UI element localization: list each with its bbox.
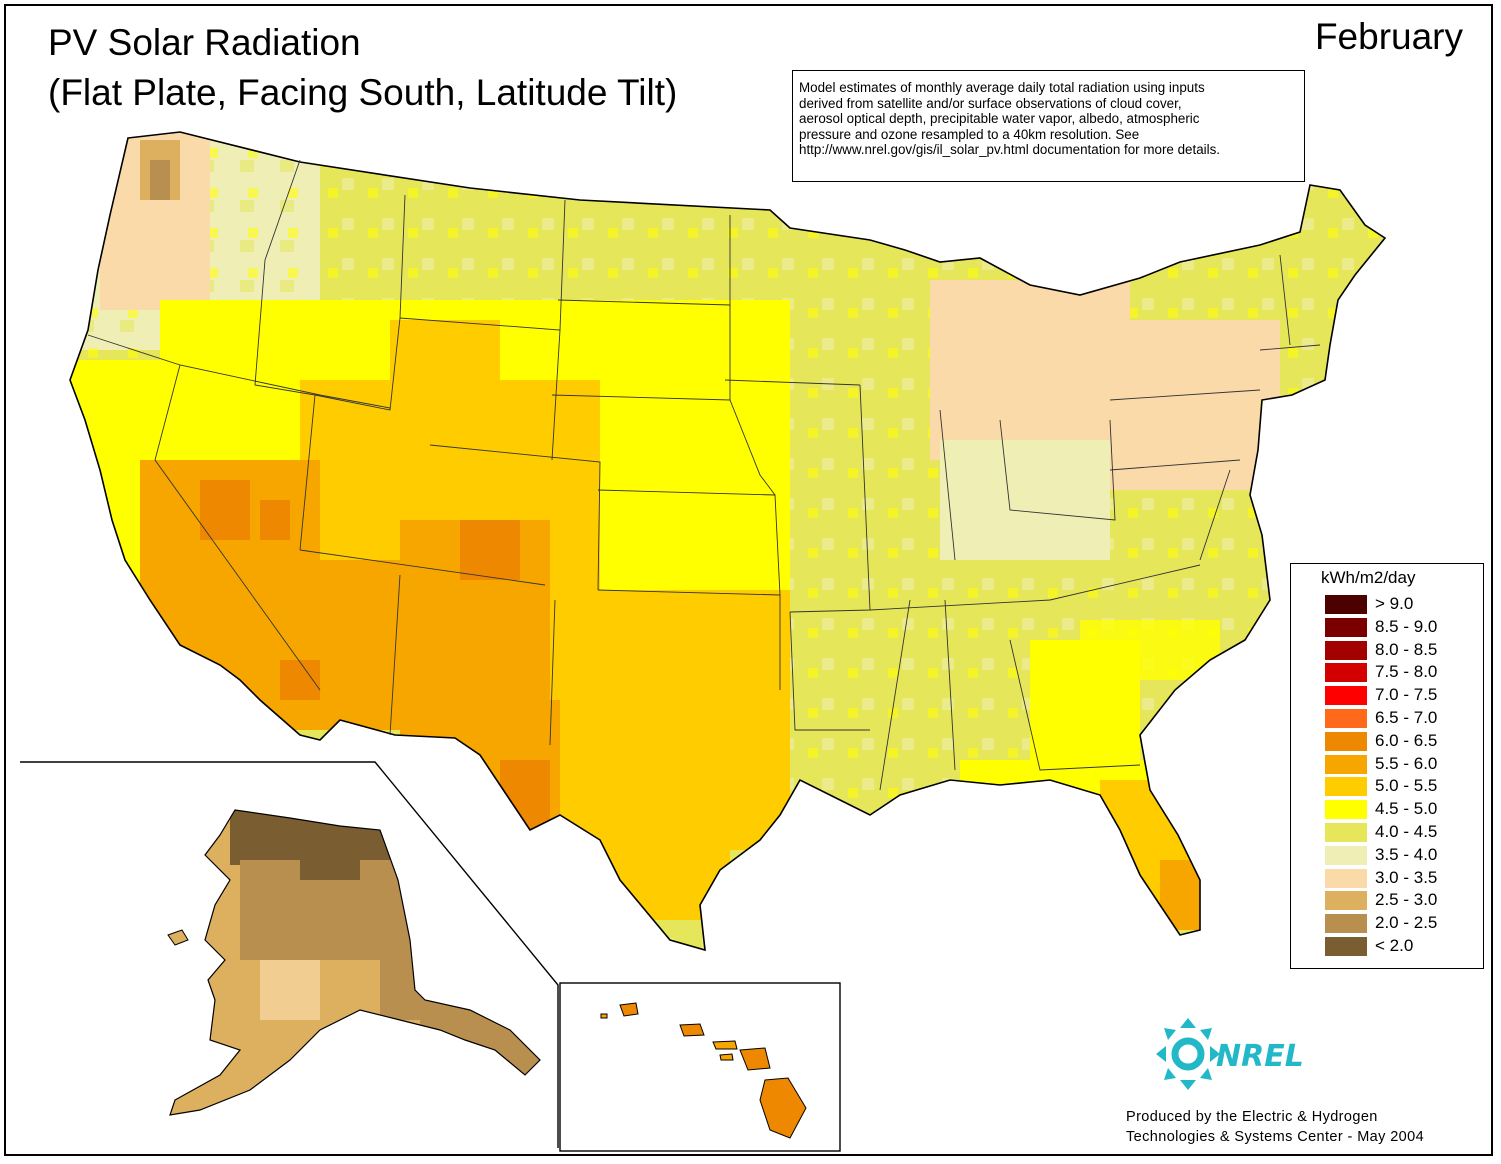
- legend-label: 4.5 - 5.0: [1375, 799, 1438, 819]
- month-label: February: [1314, 16, 1463, 57]
- note-line: derived from satellite and/or surface ob…: [799, 95, 1182, 111]
- legend-row: 4.5 - 5.0: [1325, 799, 1475, 820]
- alaska-radiation: [170, 810, 540, 1115]
- legend-swatch: [1325, 640, 1367, 660]
- legend-label: 8.0 - 8.5: [1375, 639, 1438, 659]
- map-frame: [4, 4, 1493, 1156]
- credit-line2: Technologies & Systems Center - May 2004: [1126, 1129, 1425, 1145]
- legend-swatch: [1325, 777, 1367, 797]
- legend-label: 7.0 - 7.5: [1375, 685, 1438, 705]
- legend-swatch: [1325, 937, 1367, 956]
- legend-label: < 2.0: [1375, 936, 1414, 955]
- legend-swatch: [1325, 914, 1367, 934]
- legend-label: 2.0 - 2.5: [1375, 913, 1438, 933]
- legend: kWh/m2/day > 9.0 8.5 - 9.0 8.0 - 8.5 7.5 - …: [1290, 563, 1484, 969]
- note-line: pressure and ozone resampled to a 40km r…: [799, 126, 1140, 142]
- legend-row: 4.0 - 4.5: [1325, 822, 1475, 842]
- legend-swatch: [1325, 868, 1367, 888]
- legend-label: 3.5 - 4.0: [1375, 844, 1438, 864]
- legend-label: 2.5 - 3.0: [1375, 890, 1438, 910]
- legend-row: 3.0 - 3.5: [1325, 868, 1475, 888]
- legend-swatch: [1325, 663, 1367, 683]
- legend-swatch: [1325, 595, 1367, 614]
- nrel-logo: NREL: [1156, 1018, 1304, 1090]
- legend-row: 6.0 - 6.5: [1325, 731, 1475, 751]
- legend-swatch: [1325, 617, 1367, 637]
- legend-row: 7.5 - 8.0: [1325, 662, 1475, 683]
- legend-row: > 9.0: [1325, 594, 1475, 614]
- alaska-island: [167, 929, 189, 946]
- legend-swatch: [1325, 686, 1367, 706]
- note-line: aerosol optical depth, precipitable wate…: [799, 111, 1200, 127]
- legend-swatch: [1325, 731, 1367, 751]
- legend-label: 6.0 - 6.5: [1375, 730, 1438, 750]
- map-title-line1: PV Solar Radiation: [48, 22, 361, 63]
- conus-outline: [69, 131, 1387, 952]
- alaska-outline: [169, 809, 541, 1116]
- credit-line1: Produced by the Electric & Hydrogen: [1126, 1109, 1378, 1125]
- legend-swatch: [1325, 709, 1367, 728]
- note-line: Model estimates of monthly average daily…: [799, 80, 1205, 95]
- legend-row: < 2.0: [1325, 936, 1475, 956]
- legend-swatch: [1325, 754, 1367, 774]
- legend-swatch: [1325, 800, 1367, 820]
- legend-row: 2.5 - 3.0: [1325, 890, 1475, 911]
- map-title: PV Solar Radiation (Flat Plate, Facing S…: [48, 18, 677, 118]
- legend-row: 8.5 - 9.0: [1325, 617, 1475, 637]
- legend-row: 2.0 - 2.5: [1325, 913, 1475, 934]
- nrel-logo-text: NREL: [1216, 1039, 1304, 1074]
- legend-row: 3.5 - 4.0: [1325, 845, 1475, 865]
- legend-label: 4.0 - 4.5: [1375, 822, 1438, 841]
- alaska-inset-border: [20, 761, 559, 1148]
- legend-title: kWh/m2/day: [1321, 568, 1416, 587]
- credit: Produced by the Electric & Hydrogen Tech…: [1126, 1107, 1424, 1147]
- legend-label: 7.5 - 8.0: [1375, 662, 1438, 682]
- legend-swatch: [1325, 891, 1367, 911]
- legend-row: 5.5 - 6.0: [1325, 754, 1475, 774]
- hawaii-islands: [600, 1002, 807, 1139]
- legend-row: 5.0 - 5.5: [1325, 776, 1475, 797]
- legend-row: 7.0 - 7.5: [1325, 685, 1475, 706]
- legend-row: 8.0 - 8.5: [1325, 640, 1475, 660]
- legend-label: 6.5 - 7.0: [1375, 708, 1438, 727]
- legend-label: 3.0 - 3.5: [1375, 867, 1438, 887]
- legend-label: > 9.0: [1375, 594, 1414, 613]
- legend-label: 5.5 - 6.0: [1375, 753, 1438, 773]
- legend-swatch: [1325, 823, 1367, 842]
- hawaii-inset-border: [559, 982, 841, 1152]
- methodology-note: Model estimates of monthly average daily…: [792, 70, 1305, 182]
- map-title-line2: (Flat Plate, Facing South, Latitude Tilt…: [48, 72, 678, 113]
- note-line: http://www.nrel.gov/gis/il_solar_pv.html…: [799, 142, 1221, 158]
- legend-row: 6.5 - 7.0: [1325, 708, 1475, 728]
- legend-swatch: [1325, 845, 1367, 865]
- legend-label: 8.5 - 9.0: [1375, 616, 1438, 636]
- state-boundaries: [87, 159, 1321, 791]
- nrel-sun-icon: [1156, 1018, 1220, 1090]
- legend-label: 5.0 - 5.5: [1375, 776, 1438, 796]
